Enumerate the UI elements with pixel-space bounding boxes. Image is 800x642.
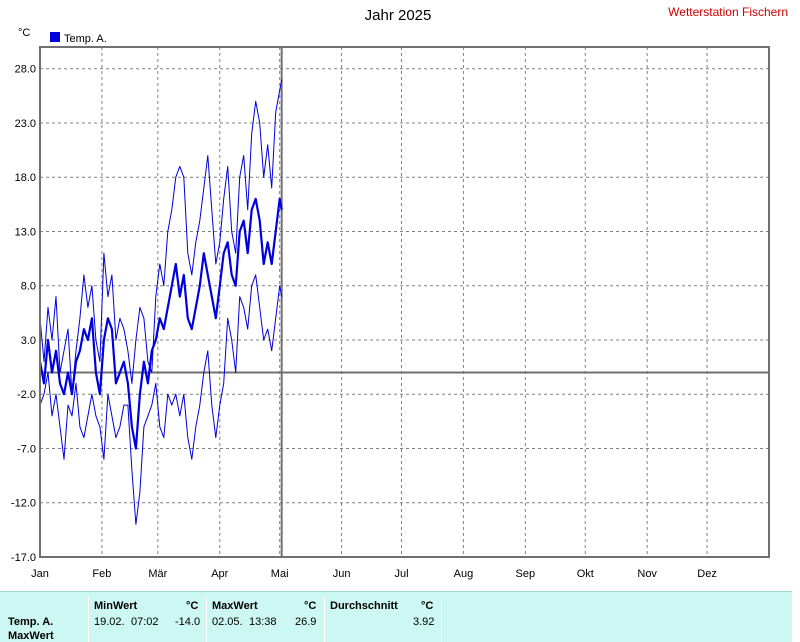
max-unit: °C bbox=[304, 600, 317, 612]
x-tick-label: Jun bbox=[333, 568, 351, 580]
y-tick-label: -7.0 bbox=[17, 443, 36, 455]
station-name: Wetterstation Fischern bbox=[668, 5, 788, 19]
y-unit-label: °C bbox=[18, 27, 30, 39]
avg-header: Durchschnitt bbox=[330, 600, 398, 612]
y-tick-label: 13.0 bbox=[15, 226, 36, 238]
max-value: 26.9 bbox=[295, 616, 317, 628]
series-lines bbox=[38, 79, 283, 525]
x-tick-label: Jan bbox=[31, 568, 49, 580]
y-tick-label: 23.0 bbox=[15, 118, 36, 130]
legend-swatch bbox=[50, 32, 60, 42]
y-tick-label: -2.0 bbox=[17, 389, 36, 401]
x-tick-label: Mär bbox=[148, 568, 167, 580]
min-time: 07:02 bbox=[131, 616, 159, 628]
x-tick-label: Feb bbox=[92, 568, 111, 580]
x-tick-label: Dez bbox=[697, 568, 717, 580]
max-header: MaxWert bbox=[212, 600, 258, 612]
y-tick-label: 28.0 bbox=[15, 64, 36, 76]
stats-row-label: Temp. A. bbox=[8, 616, 54, 628]
max-time: 13:38 bbox=[249, 616, 277, 628]
x-tick-label: Aug bbox=[454, 568, 474, 580]
x-tick-label: Jul bbox=[394, 568, 408, 580]
y-tick-label: 18.0 bbox=[15, 172, 36, 184]
series-line-min bbox=[39, 274, 283, 525]
series-line-max bbox=[39, 79, 283, 395]
temperature-chart: Jahr 2025 Wetterstation Fischern °C Temp… bbox=[11, 5, 788, 580]
min-unit: °C bbox=[186, 600, 199, 612]
stats-row-label-2: MaxWert bbox=[8, 630, 54, 642]
min-value: -14.0 bbox=[175, 616, 201, 628]
x-tick-label: Apr bbox=[211, 568, 228, 580]
statistics-panel: Temp. A. MaxWert MinWert °C 19.02. 07:02… bbox=[0, 591, 792, 642]
y-tick-label: -17.0 bbox=[11, 552, 36, 564]
min-date: 19.02. bbox=[94, 616, 125, 628]
max-date: 02.05. bbox=[212, 616, 243, 628]
x-tick-label: Mai bbox=[271, 568, 289, 580]
series-line-mean bbox=[38, 197, 283, 450]
chart-title: Jahr 2025 bbox=[365, 7, 432, 24]
avg-unit: °C bbox=[421, 600, 434, 612]
x-tick-label: Okt bbox=[577, 568, 594, 580]
x-tick-label: Sep bbox=[516, 568, 536, 580]
grid-lines bbox=[39, 47, 769, 558]
y-tick-label: 8.0 bbox=[21, 281, 36, 293]
min-header: MinWert bbox=[94, 600, 138, 612]
y-axis-ticks: 28.0 23.0 18.0 13.0 8.0 3.0 -2.0 -7.0 -12.0 -17.0 bbox=[11, 64, 36, 564]
plot-frame bbox=[39, 46, 770, 558]
y-tick-label: 3.0 bbox=[21, 335, 36, 347]
avg-value: 3.92 bbox=[413, 616, 435, 628]
legend-label: Temp. A. bbox=[64, 33, 107, 45]
y-tick-label: -12.0 bbox=[11, 498, 36, 510]
x-axis-ticks: Jan Feb Mär Apr Mai Jun Jul Aug Sep Okt Nov Dez bbox=[31, 568, 717, 580]
x-tick-label: Nov bbox=[637, 568, 657, 580]
